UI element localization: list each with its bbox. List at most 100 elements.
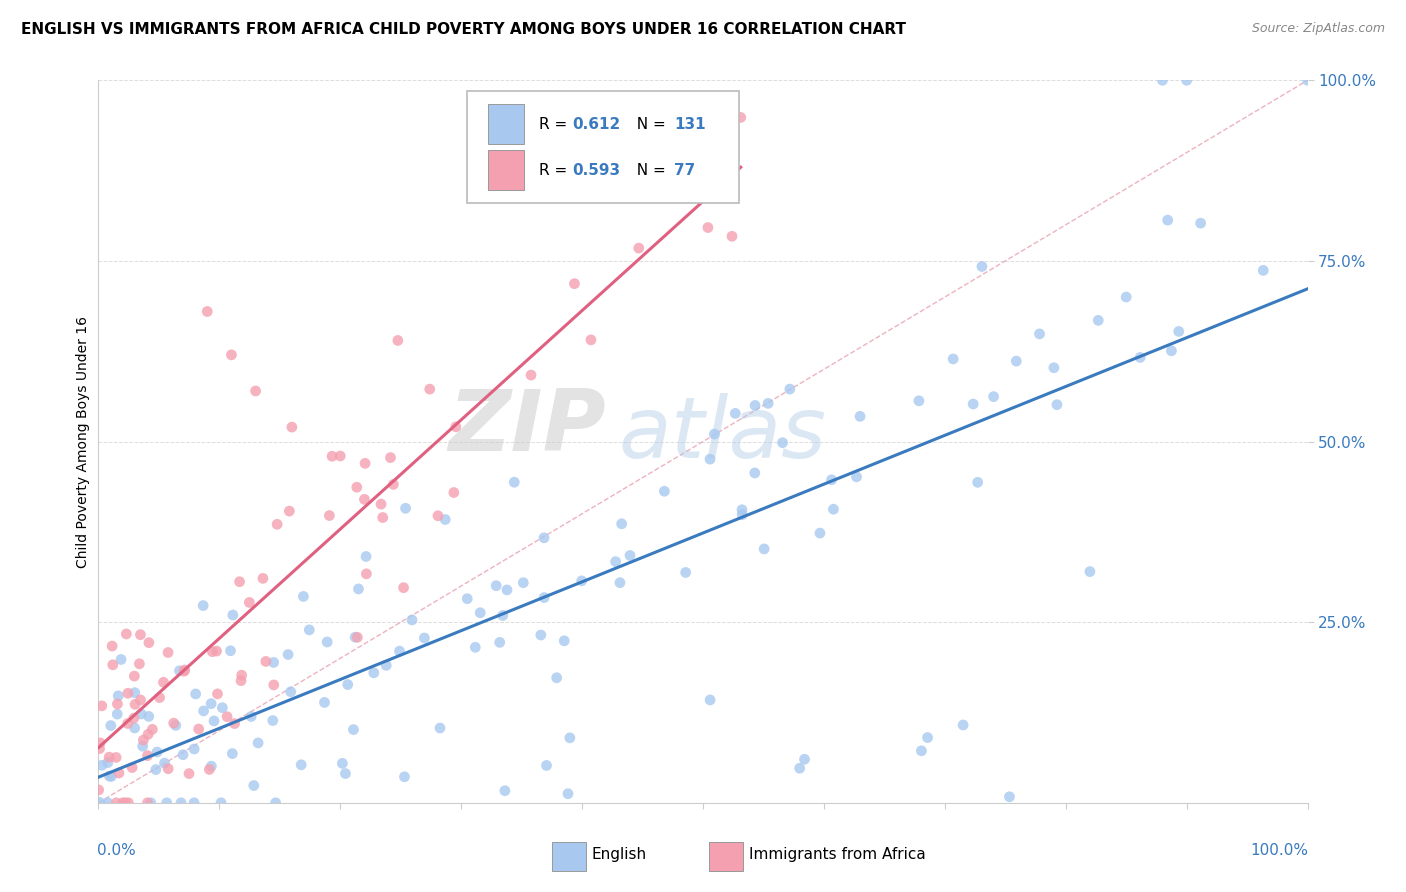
Text: ENGLISH VS IMMIGRANTS FROM AFRICA CHILD POVERTY AMONG BOYS UNDER 16 CORRELATION : ENGLISH VS IMMIGRANTS FROM AFRICA CHILD … bbox=[21, 22, 905, 37]
Point bbox=[533, 531, 555, 545]
Point bbox=[962, 397, 984, 411]
Point bbox=[429, 721, 451, 735]
Text: N =: N = bbox=[627, 162, 671, 178]
Point bbox=[571, 574, 593, 588]
Point bbox=[496, 582, 519, 597]
Point bbox=[89, 736, 111, 750]
Point bbox=[280, 684, 302, 698]
Point bbox=[170, 796, 193, 810]
Point bbox=[387, 334, 409, 348]
Point bbox=[107, 697, 129, 711]
Point bbox=[380, 450, 402, 465]
Point bbox=[211, 700, 233, 714]
Point bbox=[124, 686, 146, 700]
Point bbox=[247, 736, 270, 750]
Point bbox=[342, 723, 364, 737]
Point bbox=[136, 727, 159, 741]
Point bbox=[401, 613, 423, 627]
Point bbox=[610, 516, 633, 531]
Point bbox=[98, 750, 121, 764]
Point bbox=[347, 582, 370, 596]
Point bbox=[321, 449, 343, 463]
Point bbox=[444, 419, 467, 434]
Point bbox=[111, 796, 134, 810]
Point bbox=[117, 716, 139, 731]
Point bbox=[346, 480, 368, 494]
FancyBboxPatch shape bbox=[551, 842, 586, 871]
Point bbox=[413, 631, 436, 645]
Point bbox=[240, 709, 263, 723]
Point bbox=[198, 763, 221, 777]
Point bbox=[696, 220, 718, 235]
Point bbox=[90, 758, 112, 772]
Point bbox=[1129, 351, 1152, 365]
Point bbox=[1115, 290, 1137, 304]
Point bbox=[169, 664, 191, 678]
Point bbox=[952, 718, 974, 732]
Point bbox=[245, 384, 267, 398]
Point bbox=[557, 787, 579, 801]
Point bbox=[108, 766, 131, 780]
Point bbox=[202, 714, 225, 728]
Point bbox=[195, 304, 218, 318]
Point bbox=[772, 435, 794, 450]
Point bbox=[124, 669, 146, 683]
Point bbox=[1046, 398, 1069, 412]
Point bbox=[485, 579, 508, 593]
Point bbox=[1087, 313, 1109, 327]
Point bbox=[165, 718, 187, 732]
Point bbox=[354, 456, 377, 470]
Text: 0.593: 0.593 bbox=[572, 162, 620, 178]
Point bbox=[263, 678, 285, 692]
Point bbox=[1157, 213, 1180, 227]
Point bbox=[779, 382, 801, 396]
Point bbox=[1078, 565, 1101, 579]
Point bbox=[163, 716, 186, 731]
Point bbox=[910, 744, 932, 758]
Point bbox=[156, 796, 179, 810]
Point bbox=[492, 608, 515, 623]
Point bbox=[1028, 326, 1050, 341]
Point bbox=[654, 484, 676, 499]
Point bbox=[564, 277, 586, 291]
Point bbox=[229, 673, 252, 688]
Point bbox=[845, 470, 868, 484]
Point bbox=[200, 697, 222, 711]
Point bbox=[346, 631, 368, 645]
Text: Source: ZipAtlas.com: Source: ZipAtlas.com bbox=[1251, 22, 1385, 36]
Point bbox=[619, 549, 641, 563]
Point bbox=[262, 714, 284, 728]
Point bbox=[238, 595, 260, 609]
Point bbox=[152, 675, 174, 690]
Point bbox=[138, 709, 160, 723]
Point bbox=[89, 795, 111, 809]
Point bbox=[553, 633, 575, 648]
Point bbox=[392, 581, 415, 595]
Point bbox=[820, 473, 842, 487]
Point bbox=[124, 698, 146, 712]
Point bbox=[100, 769, 122, 783]
Point bbox=[129, 707, 152, 722]
Point bbox=[744, 466, 766, 480]
Point bbox=[675, 566, 697, 580]
Point bbox=[153, 756, 176, 771]
Point bbox=[263, 656, 285, 670]
Point bbox=[605, 555, 627, 569]
Point bbox=[138, 635, 160, 649]
Point bbox=[222, 607, 245, 622]
Point bbox=[942, 351, 965, 366]
Point bbox=[224, 716, 246, 731]
Point bbox=[917, 731, 939, 745]
Point bbox=[908, 393, 931, 408]
Point bbox=[124, 721, 146, 735]
Point bbox=[141, 723, 163, 737]
Point bbox=[756, 396, 779, 410]
Point bbox=[394, 501, 416, 516]
Text: ZIP: ZIP bbox=[449, 385, 606, 468]
Point bbox=[228, 574, 250, 589]
Point bbox=[131, 739, 153, 754]
Point bbox=[122, 711, 145, 725]
Point bbox=[97, 796, 120, 810]
Point bbox=[110, 652, 132, 666]
Point bbox=[129, 693, 152, 707]
